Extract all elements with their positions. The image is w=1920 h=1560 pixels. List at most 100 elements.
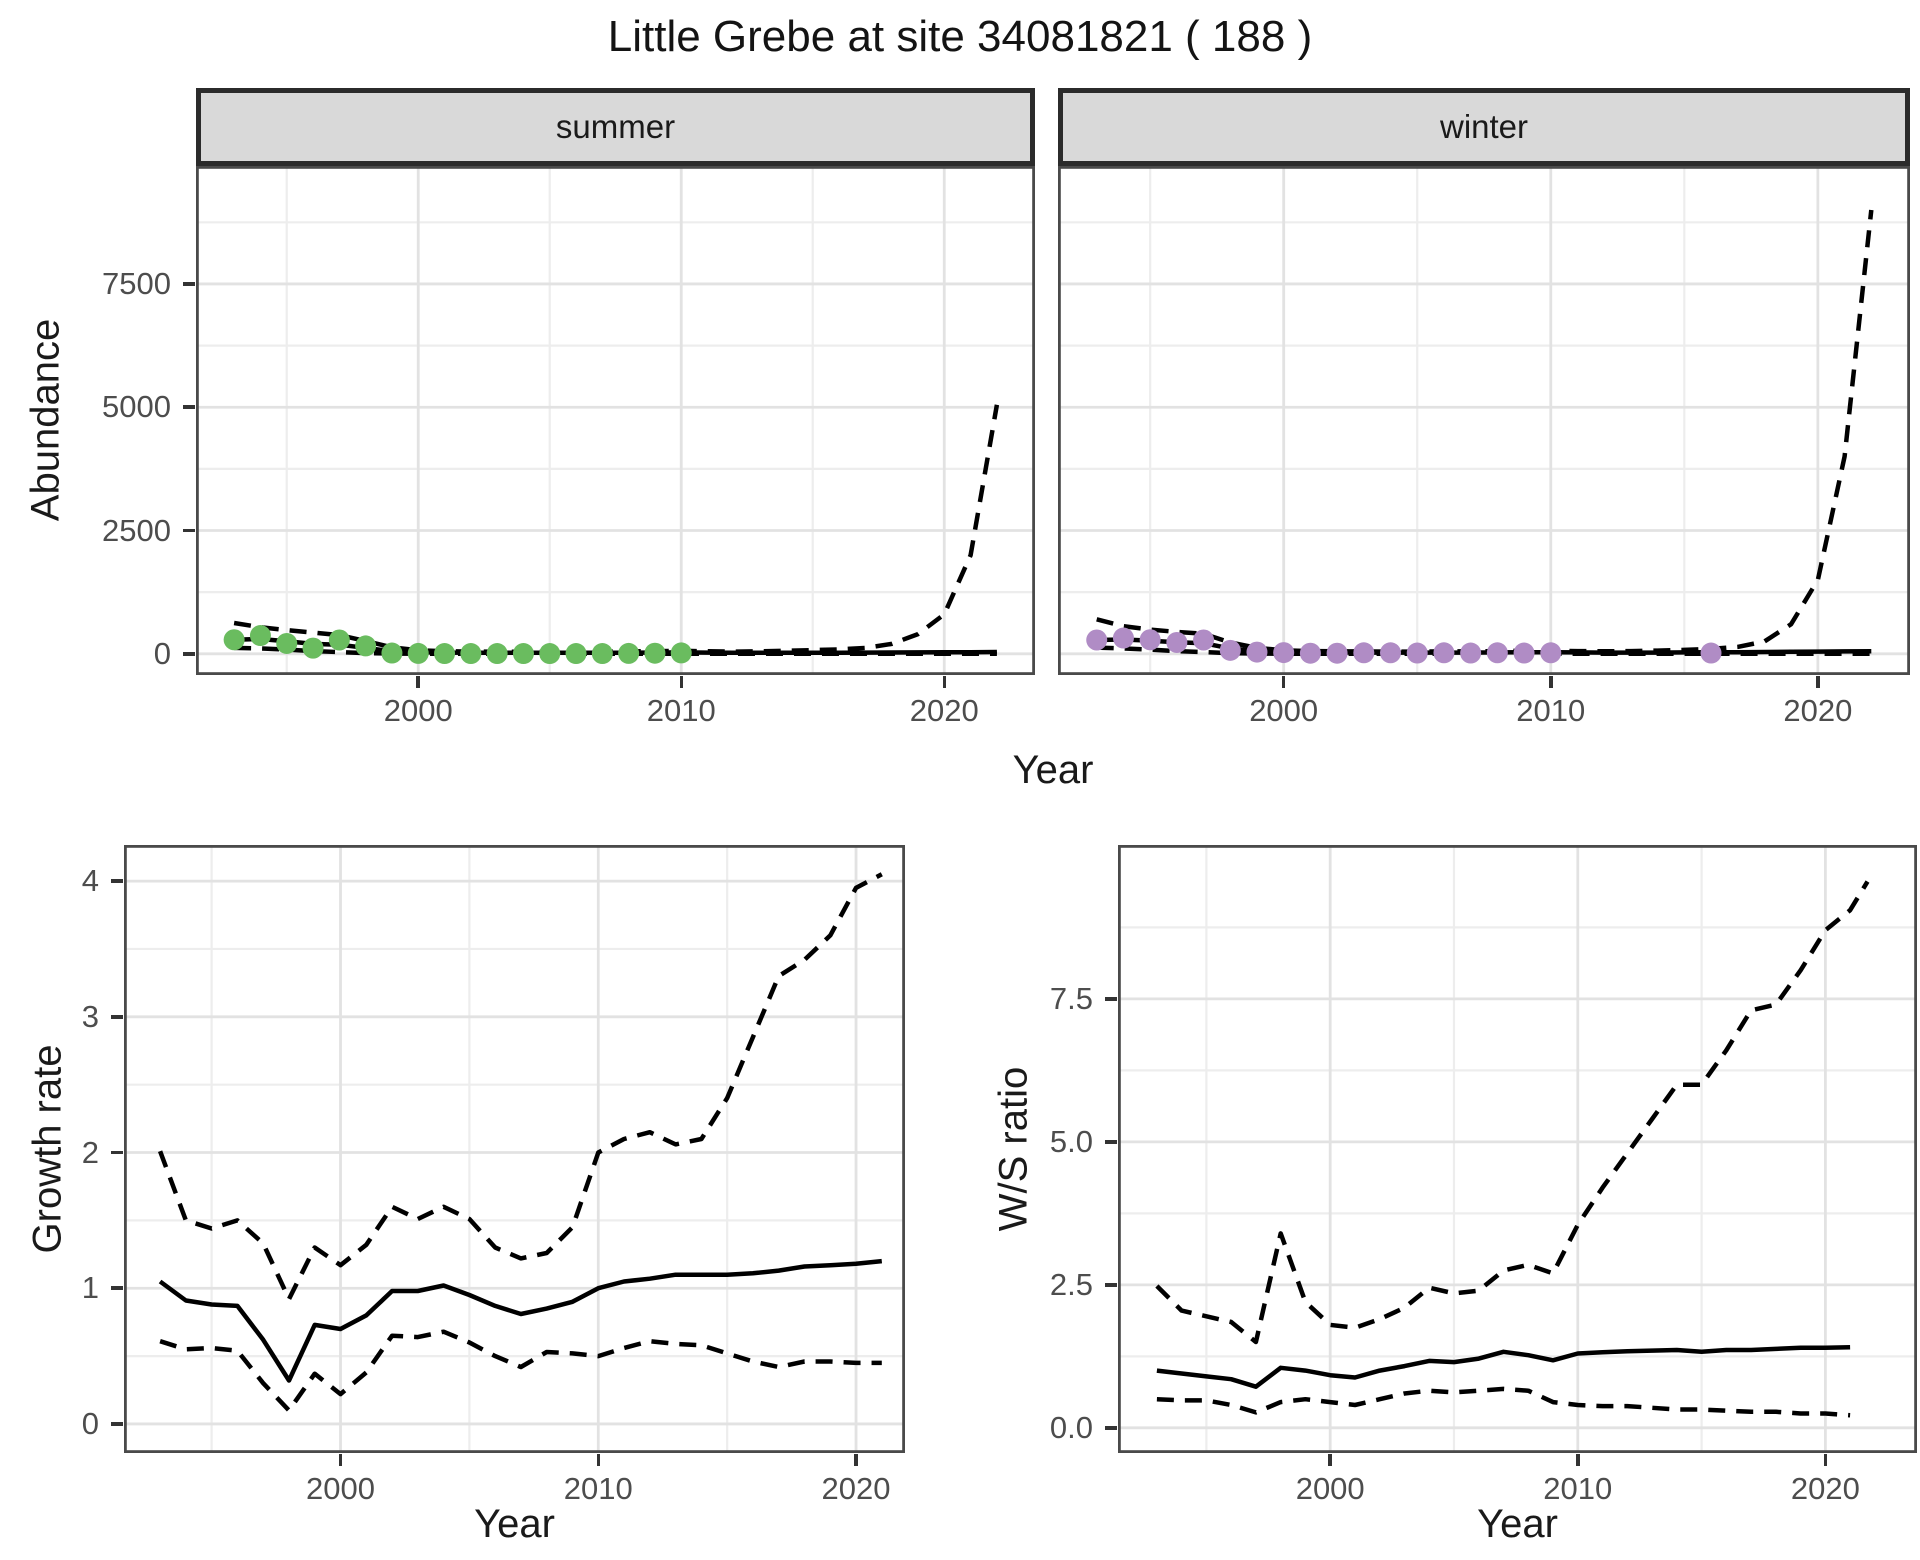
data-point-observed-summer bbox=[407, 642, 429, 664]
x-tick-label: 2010 bbox=[646, 693, 716, 728]
data-point-observed-summer bbox=[565, 643, 587, 665]
data-point-observed-winter bbox=[1299, 642, 1321, 664]
x-tick-label: 2010 bbox=[1516, 693, 1586, 728]
series-upper_ci bbox=[1155, 880, 1870, 1345]
y-tick-mark bbox=[183, 282, 195, 286]
y-tick-label: 2.5 bbox=[1049, 1266, 1093, 1302]
x-tick-mark bbox=[1328, 1454, 1332, 1466]
data-point-observed-summer bbox=[381, 642, 403, 664]
y-tick-label: 5.0 bbox=[1049, 1123, 1093, 1159]
ws-ratio-chart bbox=[1118, 845, 1917, 1453]
x-tick-mark bbox=[1549, 676, 1553, 688]
data-point-observed-winter bbox=[1326, 642, 1348, 664]
x-tick-mark bbox=[338, 1454, 343, 1466]
data-point-observed-winter bbox=[1460, 642, 1482, 664]
data-point-observed-summer bbox=[644, 642, 666, 664]
data-point-observed-winter bbox=[1433, 642, 1455, 664]
y-tick-label: 1 bbox=[81, 1270, 99, 1306]
y-tick-mark bbox=[183, 405, 195, 409]
data-point-observed-summer bbox=[302, 637, 324, 659]
facet-strip-winter: winter bbox=[1058, 88, 1910, 166]
y-tick-mark bbox=[183, 528, 195, 533]
data-point-observed-summer bbox=[276, 632, 298, 654]
y-tick-label: 5000 bbox=[102, 389, 171, 425]
data-point-observed-winter bbox=[1513, 642, 1535, 664]
data-point-observed-summer bbox=[591, 643, 613, 665]
y-tick-mark bbox=[183, 652, 195, 656]
y-tick-label: 2 bbox=[81, 1134, 99, 1170]
y-tick-mark bbox=[1105, 997, 1117, 1001]
series-fit bbox=[1156, 1344, 1851, 1389]
x-tick-label: 2020 bbox=[909, 693, 979, 728]
data-point-observed-winter bbox=[1086, 629, 1108, 651]
y-tick-mark bbox=[111, 1422, 123, 1426]
y-tick-label: 2500 bbox=[102, 512, 171, 548]
x-tick-label: 2010 bbox=[563, 1471, 633, 1506]
data-point-observed-summer bbox=[512, 643, 534, 665]
data-point-observed-summer bbox=[355, 635, 377, 657]
y-tick-mark bbox=[1105, 1283, 1117, 1287]
y-tick-mark bbox=[1105, 1426, 1117, 1430]
data-point-observed-summer bbox=[670, 642, 692, 664]
growth-rate-chart bbox=[124, 845, 905, 1453]
data-point-observed-summer bbox=[249, 625, 271, 647]
y-tick-label: 3 bbox=[81, 998, 99, 1034]
facet-strip-winter-label: winter bbox=[1439, 108, 1529, 145]
x-tick-label: 2010 bbox=[1543, 1471, 1613, 1506]
y-tick-label: 0 bbox=[81, 1405, 99, 1441]
x-tick-label: 2000 bbox=[383, 693, 453, 728]
data-point-observed-summer bbox=[486, 643, 508, 665]
data-point-observed-summer bbox=[223, 629, 245, 651]
series-lower_ci bbox=[1156, 1386, 1851, 1418]
data-point-observed-summer bbox=[618, 642, 640, 664]
data-point-observed-winter bbox=[1380, 642, 1402, 664]
y-tick-label: 0.0 bbox=[1049, 1409, 1093, 1445]
x-axis-title-year-top: Year bbox=[1012, 748, 1094, 792]
y-tick-mark bbox=[1105, 1140, 1117, 1144]
y-tick-label: 7500 bbox=[102, 265, 171, 301]
x-tick-label: 2000 bbox=[1295, 1471, 1365, 1506]
x-tick-label: 2020 bbox=[1790, 1471, 1860, 1506]
data-point-observed-summer bbox=[328, 629, 350, 651]
y-tick-mark bbox=[111, 879, 123, 883]
y-tick-mark bbox=[111, 1150, 123, 1155]
x-tick-mark bbox=[596, 1454, 601, 1466]
x-tick-label: 2020 bbox=[1783, 693, 1853, 728]
x-tick-mark bbox=[854, 1454, 858, 1466]
series-upper_ci bbox=[1096, 209, 1874, 654]
x-axis-title-year-ws: Year bbox=[1477, 1502, 1558, 1546]
y-tick-label: 7.5 bbox=[1049, 980, 1093, 1016]
y-tick-mark bbox=[111, 1015, 123, 1019]
facet-strip-summer: summer bbox=[196, 88, 1035, 166]
y-tick-label: 0 bbox=[153, 635, 171, 671]
data-point-observed-winter bbox=[1139, 629, 1161, 651]
x-tick-mark bbox=[679, 676, 683, 688]
data-point-observed-summer bbox=[539, 643, 561, 665]
y-tick-label: 4 bbox=[81, 863, 99, 899]
data-point-observed-summer bbox=[434, 643, 456, 665]
x-tick-mark bbox=[1823, 1454, 1828, 1466]
y-tick-mark bbox=[111, 1286, 123, 1290]
data-point-observed-winter bbox=[1219, 639, 1241, 661]
x-tick-label: 2000 bbox=[306, 1471, 375, 1506]
data-point-observed-winter bbox=[1353, 642, 1375, 664]
x-tick-label: 2020 bbox=[821, 1471, 891, 1506]
data-point-observed-winter bbox=[1406, 642, 1428, 664]
x-tick-mark bbox=[942, 676, 946, 688]
series-upper_ci bbox=[157, 872, 883, 1302]
x-tick-mark bbox=[1576, 1454, 1580, 1466]
data-point-observed-winter bbox=[1273, 642, 1295, 664]
x-tick-mark bbox=[416, 676, 420, 688]
data-point-observed-winter bbox=[1246, 641, 1268, 663]
data-point-observed-winter bbox=[1540, 642, 1562, 664]
data-point-observed-summer bbox=[460, 643, 482, 665]
x-tick-mark bbox=[1281, 676, 1286, 688]
winter-abundance-chart bbox=[1058, 166, 1910, 675]
series-fit bbox=[158, 1258, 883, 1383]
series-lower_ci bbox=[1096, 645, 1872, 656]
data-point-observed-winter bbox=[1193, 629, 1215, 651]
x-axis-title-year-growth: Year bbox=[474, 1502, 555, 1546]
data-point-observed-winter bbox=[1166, 631, 1188, 653]
data-point-observed-winter bbox=[1112, 627, 1134, 649]
